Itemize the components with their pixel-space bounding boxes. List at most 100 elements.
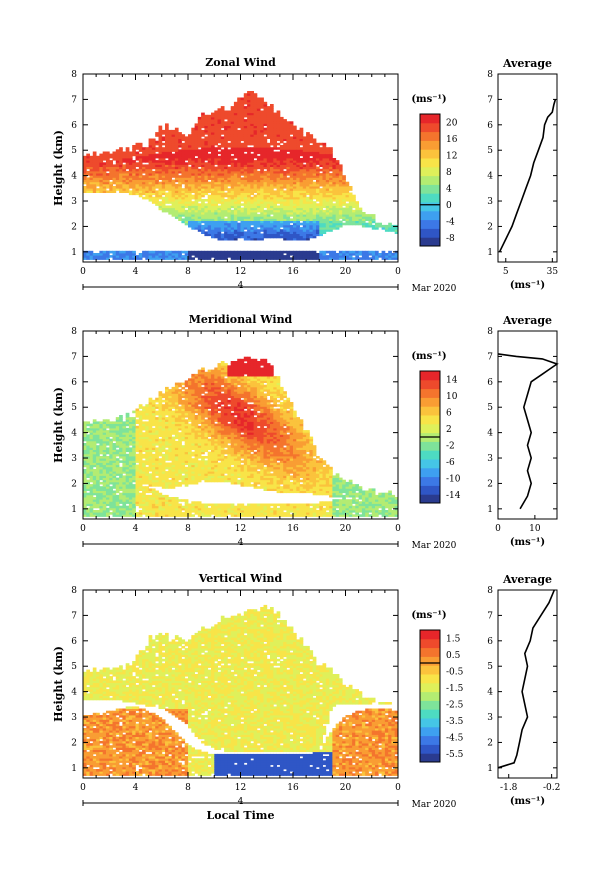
heatmap-cell xyxy=(125,458,130,461)
heatmap-cell xyxy=(263,142,268,146)
heatmap-cell xyxy=(112,166,117,170)
heatmap-cell xyxy=(293,233,297,237)
heatmap-cell xyxy=(92,456,97,459)
heatmap-cell xyxy=(286,220,291,224)
heatmap-cell xyxy=(155,162,159,165)
heatmap-cell xyxy=(306,132,310,135)
heatmap-cell xyxy=(181,203,186,206)
heatmap-cell xyxy=(174,201,179,204)
heatmap-cell xyxy=(102,456,107,459)
heatmap-cell xyxy=(273,192,277,196)
heatmap-cell xyxy=(165,209,169,213)
heatmap-cell xyxy=(332,199,337,202)
heatmap-cell xyxy=(155,453,159,457)
heatmap-cell xyxy=(188,214,192,217)
heatmap-cell xyxy=(128,166,133,170)
heatmap-cell xyxy=(243,227,248,230)
heatmap-cell xyxy=(332,214,337,217)
heatmap-cell xyxy=(96,170,100,174)
heatmap-cell xyxy=(273,196,277,200)
heatmap-cell xyxy=(151,432,156,435)
heatmap-cell xyxy=(289,237,294,241)
heatmap-cell xyxy=(247,222,251,226)
heatmap-cell xyxy=(276,255,281,258)
heatmap-cell xyxy=(122,501,127,504)
heatmap-cell xyxy=(145,479,149,483)
heatmap-cell xyxy=(142,153,146,157)
heatmap-cell xyxy=(92,179,97,183)
heatmap-cell xyxy=(122,456,127,459)
heatmap-cell xyxy=(338,196,343,200)
heatmap-cell xyxy=(260,196,264,200)
heatmap-cell xyxy=(263,112,268,116)
heatmap-cell xyxy=(319,257,323,260)
heatmap-cell xyxy=(138,173,143,176)
heatmap-cell xyxy=(145,406,149,409)
heatmap-cell xyxy=(217,205,222,209)
heatmap-cell xyxy=(325,175,330,178)
heatmap-cell xyxy=(86,501,90,504)
heatmap-cell xyxy=(135,421,140,424)
heatmap-cell xyxy=(319,229,323,232)
heatmap-cell xyxy=(233,199,238,202)
heatmap-cell xyxy=(224,224,228,228)
heatmap-cell xyxy=(161,138,166,142)
heatmap-cell xyxy=(138,494,143,498)
heatmap-cell xyxy=(102,505,107,509)
heatmap-cell xyxy=(142,406,146,409)
heatmap-cell xyxy=(132,449,136,453)
heatmap-cell xyxy=(270,220,274,224)
heatmap-cell xyxy=(263,123,268,126)
heatmap-cell xyxy=(132,145,136,148)
heatmap-cell xyxy=(125,166,130,170)
heatmap-cell xyxy=(270,162,274,165)
heatmap-cell xyxy=(174,179,179,183)
heatmap-cell xyxy=(312,194,317,198)
heatmap-cell xyxy=(293,153,297,157)
heatmap-cell xyxy=(151,434,156,437)
heatmap-cell xyxy=(247,179,251,183)
heatmap-cell xyxy=(217,160,222,163)
heatmap-cell xyxy=(289,153,294,157)
heatmap-cell xyxy=(270,160,274,163)
heatmap-cell xyxy=(302,253,307,256)
heatmap-cell xyxy=(188,216,192,219)
heatmap-cell xyxy=(250,168,254,172)
heatmap-cell xyxy=(112,514,117,517)
heatmap-cell xyxy=(132,432,136,435)
heatmap-cell xyxy=(92,423,97,427)
heatmap-cells xyxy=(83,91,399,260)
heatmap-cell xyxy=(83,512,87,515)
heatmap-cell xyxy=(161,205,166,209)
heatmap-cell xyxy=(158,147,163,150)
heatmap-cell xyxy=(142,250,146,254)
heatmap-cell xyxy=(243,145,248,148)
heatmap-cell xyxy=(381,255,386,258)
heatmap-cell xyxy=(230,110,235,114)
heatmap-cell xyxy=(247,127,251,131)
heatmap-cell xyxy=(247,112,251,116)
heatmap-cell xyxy=(260,216,264,219)
heatmap-cell xyxy=(214,224,218,228)
heatmap-cell xyxy=(253,164,258,167)
heatmap-cell xyxy=(227,216,232,219)
heatmap-cell xyxy=(201,205,205,209)
heatmap-cell xyxy=(243,181,248,185)
heatmap-cell xyxy=(325,186,330,189)
heatmap-cell xyxy=(145,253,149,256)
heatmap-cell xyxy=(325,196,330,200)
heatmap-cell xyxy=(174,190,179,193)
heatmap-cell xyxy=(306,175,310,178)
heatmap-cell xyxy=(302,220,307,224)
heatmap-cell xyxy=(89,471,94,474)
heatmap-cell xyxy=(96,175,100,178)
heatmap-cell xyxy=(128,170,133,174)
heatmap-cell xyxy=(155,175,159,178)
heatmap-cell xyxy=(289,194,294,198)
heatmap-cell xyxy=(342,201,346,204)
heatmap-cell xyxy=(299,227,304,230)
heatmap-cell xyxy=(237,104,241,107)
heatmap-cell xyxy=(158,427,163,431)
heatmap-cell xyxy=(142,149,146,152)
heatmap-cell xyxy=(155,492,159,496)
